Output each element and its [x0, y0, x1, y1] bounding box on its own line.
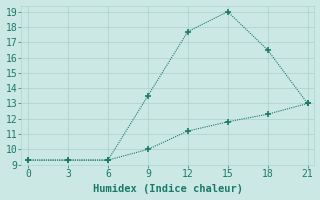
- X-axis label: Humidex (Indice chaleur): Humidex (Indice chaleur): [93, 184, 243, 194]
